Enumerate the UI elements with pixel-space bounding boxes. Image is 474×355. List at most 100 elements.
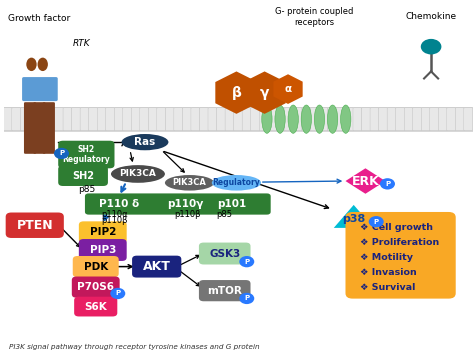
Text: Regulatory: Regulatory (212, 178, 260, 187)
FancyBboxPatch shape (276, 108, 285, 131)
Text: PI3K signal pathway through receptor tyrosine kinases and G protein: PI3K signal pathway through receptor tyr… (9, 344, 260, 350)
Ellipse shape (288, 105, 298, 133)
FancyBboxPatch shape (80, 108, 89, 131)
Text: Growth factor: Growth factor (9, 14, 71, 23)
Text: P: P (374, 219, 379, 225)
Circle shape (239, 293, 254, 304)
Text: RTK: RTK (73, 39, 91, 48)
FancyBboxPatch shape (58, 165, 108, 186)
Ellipse shape (111, 165, 165, 183)
FancyBboxPatch shape (464, 108, 473, 131)
FancyBboxPatch shape (251, 108, 260, 131)
Text: G- protein coupled
receptors: G- protein coupled receptors (274, 6, 353, 27)
Text: α: α (284, 84, 292, 94)
Ellipse shape (165, 175, 214, 191)
Text: ❖ Survival: ❖ Survival (360, 283, 415, 292)
FancyBboxPatch shape (131, 108, 140, 131)
FancyBboxPatch shape (58, 141, 115, 168)
FancyBboxPatch shape (438, 108, 447, 131)
FancyBboxPatch shape (12, 108, 21, 131)
Text: P: P (59, 151, 64, 157)
Circle shape (239, 256, 254, 267)
FancyBboxPatch shape (200, 108, 209, 131)
FancyBboxPatch shape (43, 102, 55, 154)
FancyBboxPatch shape (225, 108, 234, 131)
FancyBboxPatch shape (165, 108, 174, 131)
FancyBboxPatch shape (4, 107, 474, 132)
FancyBboxPatch shape (336, 108, 345, 131)
FancyBboxPatch shape (182, 108, 191, 131)
FancyBboxPatch shape (63, 108, 72, 131)
Text: SH2: SH2 (72, 171, 94, 181)
Text: AKT: AKT (143, 260, 171, 273)
FancyBboxPatch shape (302, 108, 311, 131)
FancyBboxPatch shape (404, 108, 413, 131)
Text: P110 δ: P110 δ (99, 199, 139, 209)
Text: ❖ Cell growth: ❖ Cell growth (360, 223, 433, 233)
FancyBboxPatch shape (89, 108, 98, 131)
FancyBboxPatch shape (293, 108, 302, 131)
Text: p110γ: p110γ (167, 199, 203, 209)
Text: p110β: p110β (101, 216, 128, 225)
Text: PIP3: PIP3 (90, 245, 116, 255)
FancyBboxPatch shape (37, 108, 46, 131)
Ellipse shape (314, 105, 325, 133)
Polygon shape (273, 74, 303, 104)
FancyBboxPatch shape (242, 108, 251, 131)
FancyBboxPatch shape (73, 256, 118, 277)
Ellipse shape (275, 105, 285, 133)
FancyBboxPatch shape (132, 256, 182, 278)
Text: PTEN: PTEN (17, 219, 53, 232)
Text: GSK3: GSK3 (209, 248, 240, 258)
FancyBboxPatch shape (217, 108, 226, 131)
Ellipse shape (262, 105, 272, 133)
FancyBboxPatch shape (72, 277, 119, 298)
FancyBboxPatch shape (74, 297, 117, 316)
FancyBboxPatch shape (387, 108, 396, 131)
Ellipse shape (328, 105, 338, 133)
FancyBboxPatch shape (46, 108, 55, 131)
FancyBboxPatch shape (3, 108, 12, 131)
FancyBboxPatch shape (456, 108, 464, 131)
FancyBboxPatch shape (328, 108, 337, 131)
FancyBboxPatch shape (199, 280, 251, 301)
Text: SH2
Regulatory: SH2 Regulatory (63, 145, 110, 164)
FancyBboxPatch shape (430, 108, 438, 131)
Ellipse shape (121, 134, 168, 150)
FancyBboxPatch shape (29, 108, 38, 131)
Text: ERK: ERK (352, 175, 379, 187)
Text: p85: p85 (78, 185, 95, 194)
Text: mTOR: mTOR (207, 286, 242, 296)
Circle shape (380, 178, 395, 190)
Polygon shape (244, 71, 286, 114)
Text: Chemokine: Chemokine (406, 12, 456, 21)
Polygon shape (334, 205, 374, 228)
Text: β: β (231, 86, 241, 100)
FancyBboxPatch shape (199, 242, 251, 264)
FancyBboxPatch shape (285, 108, 294, 131)
FancyBboxPatch shape (106, 108, 115, 131)
Ellipse shape (301, 105, 311, 133)
Text: Ras: Ras (134, 137, 155, 147)
FancyBboxPatch shape (72, 108, 81, 131)
Circle shape (110, 288, 125, 299)
FancyBboxPatch shape (379, 108, 387, 131)
FancyBboxPatch shape (79, 239, 127, 261)
FancyBboxPatch shape (421, 108, 430, 131)
Text: p110β: p110β (174, 210, 201, 219)
Ellipse shape (340, 105, 351, 133)
Polygon shape (215, 71, 257, 114)
Text: PDK: PDK (83, 262, 108, 272)
Text: p85: p85 (217, 210, 233, 219)
FancyBboxPatch shape (55, 108, 64, 131)
FancyBboxPatch shape (20, 108, 29, 131)
FancyBboxPatch shape (140, 108, 149, 131)
FancyBboxPatch shape (97, 108, 106, 131)
FancyBboxPatch shape (114, 108, 123, 131)
Text: p101: p101 (217, 199, 246, 209)
FancyBboxPatch shape (259, 108, 268, 131)
FancyBboxPatch shape (234, 108, 243, 131)
FancyBboxPatch shape (310, 108, 319, 131)
FancyBboxPatch shape (174, 108, 183, 131)
FancyBboxPatch shape (345, 108, 353, 131)
